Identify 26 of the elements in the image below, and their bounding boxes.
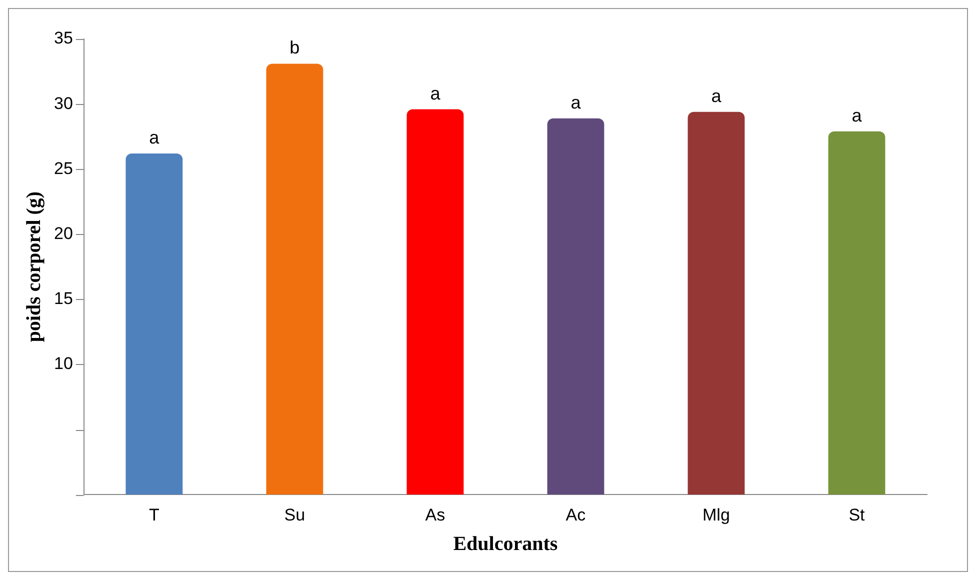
bar: [828, 131, 886, 495]
y-tick-label: 15: [54, 289, 73, 308]
x-tick-label: St: [848, 505, 866, 524]
x-tick-label: T: [148, 505, 160, 524]
x-axis-title: Edulcorants: [453, 533, 558, 556]
annotation: a: [852, 105, 863, 126]
bar: [126, 154, 183, 495]
x-tick-label: Ac: [566, 505, 586, 524]
y-tick-label: 10: [54, 354, 73, 374]
y-axis-title: poids corporel (g): [23, 191, 46, 342]
y-tick-label: 30: [54, 94, 73, 113]
x-tick-label: Mlg: [702, 505, 730, 524]
y-tick-label: 35: [54, 28, 73, 48]
annotation: a: [149, 128, 160, 148]
x-tick-label: Su: [284, 505, 306, 524]
annotation: a: [430, 83, 442, 104]
y-tick-label: 20: [54, 224, 73, 243]
bar: [688, 112, 745, 495]
annotation: b: [290, 38, 300, 58]
annotation: a: [570, 92, 582, 112]
bar: [547, 118, 604, 495]
x-tick-label: As: [425, 505, 446, 524]
y-tick-label: 25: [54, 158, 73, 178]
bar: [406, 109, 464, 495]
bar: [266, 64, 324, 495]
annotation: a: [711, 86, 722, 106]
